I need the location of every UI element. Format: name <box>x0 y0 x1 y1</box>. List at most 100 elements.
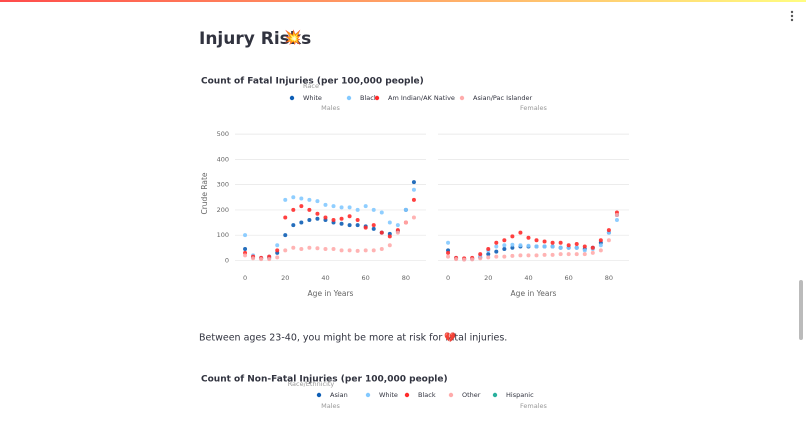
legend-marker <box>346 95 352 101</box>
data-point <box>347 248 352 253</box>
data-point <box>534 244 539 249</box>
data-point <box>371 207 376 212</box>
data-point <box>502 238 507 243</box>
y-tick-label: 300 <box>217 181 229 189</box>
data-point <box>307 207 312 212</box>
data-point <box>315 211 320 216</box>
data-point <box>323 202 328 207</box>
data-point <box>291 245 296 250</box>
y-tick-label: 200 <box>217 206 229 214</box>
data-point <box>299 247 304 252</box>
data-point <box>315 246 320 251</box>
y-tick-label: 0 <box>225 256 229 264</box>
top-decoration <box>0 0 806 2</box>
data-point <box>526 243 531 248</box>
data-point <box>347 214 352 219</box>
data-point <box>510 253 515 258</box>
data-point <box>526 253 531 258</box>
legend-marker <box>289 95 295 101</box>
data-point <box>307 218 312 223</box>
data-point <box>283 197 288 202</box>
data-point <box>542 239 547 244</box>
page-title: Injury Risks <box>199 29 311 49</box>
data-point <box>371 223 376 228</box>
data-point <box>323 215 328 220</box>
chart-title: Count of Fatal Injuries (per 100,000 peo… <box>201 77 424 87</box>
data-point <box>502 247 507 252</box>
data-point <box>502 243 507 248</box>
data-point <box>403 220 408 225</box>
data-point <box>363 204 368 209</box>
data-point <box>403 207 408 212</box>
data-point <box>355 223 360 228</box>
data-point <box>363 225 368 230</box>
data-point <box>590 245 595 250</box>
data-point <box>502 254 507 259</box>
data-point <box>299 196 304 201</box>
data-point <box>299 204 304 209</box>
x-tick-label: 0 <box>446 274 450 282</box>
data-point <box>510 242 515 247</box>
y-tick-label: 100 <box>217 231 229 239</box>
x-tick-label: 20 <box>281 274 289 282</box>
legend-label: White <box>379 391 398 399</box>
data-point <box>478 256 483 261</box>
data-point <box>315 199 320 204</box>
data-point <box>243 233 248 238</box>
legend-label: Other <box>462 391 481 399</box>
data-point <box>379 230 384 235</box>
x-tick-label: 0 <box>243 274 247 282</box>
note-text: Between ages 23-40, you might be more at… <box>199 333 507 344</box>
data-point <box>518 230 523 235</box>
data-point <box>339 205 344 210</box>
data-point <box>387 234 392 239</box>
data-point <box>534 238 539 243</box>
legend-marker <box>459 95 465 101</box>
data-point <box>486 252 491 257</box>
data-point <box>411 187 416 192</box>
legend-label: Asian <box>330 391 348 399</box>
data-point <box>494 249 499 254</box>
x-tick-label: 40 <box>524 274 532 282</box>
data-point <box>283 215 288 220</box>
data-point <box>494 240 499 245</box>
data-point <box>510 245 515 250</box>
data-point <box>550 244 555 249</box>
facet-title: Females <box>520 104 548 112</box>
data-point <box>347 223 352 228</box>
facet-title: Males <box>321 104 340 112</box>
data-point <box>598 243 603 248</box>
x-tick-label: 80 <box>605 274 613 282</box>
y-tick-label: 400 <box>217 155 229 163</box>
data-point <box>275 255 280 260</box>
legend-marker <box>374 95 380 101</box>
data-point <box>267 257 272 262</box>
data-point <box>446 254 451 259</box>
menu-button[interactable] <box>790 10 794 22</box>
data-point <box>275 248 280 253</box>
data-point <box>534 253 539 258</box>
data-point <box>518 243 523 248</box>
data-point <box>550 240 555 245</box>
x-tick-label: 40 <box>321 274 329 282</box>
data-point <box>331 204 336 209</box>
data-point <box>494 254 499 259</box>
data-point <box>590 250 595 255</box>
data-point <box>275 243 280 248</box>
data-point <box>486 247 491 252</box>
data-point <box>395 230 400 235</box>
scrollbar[interactable] <box>799 280 803 340</box>
data-point <box>355 207 360 212</box>
data-point <box>614 218 619 223</box>
legend-marker <box>492 392 498 398</box>
data-point <box>566 243 571 248</box>
data-point <box>606 238 611 243</box>
data-point <box>446 250 451 255</box>
legend-label: White <box>303 94 322 102</box>
data-point <box>558 240 563 245</box>
data-point <box>486 255 491 260</box>
legend-label: Asian/Pac Islander <box>473 94 533 102</box>
data-point <box>462 257 467 262</box>
data-point <box>259 257 264 262</box>
